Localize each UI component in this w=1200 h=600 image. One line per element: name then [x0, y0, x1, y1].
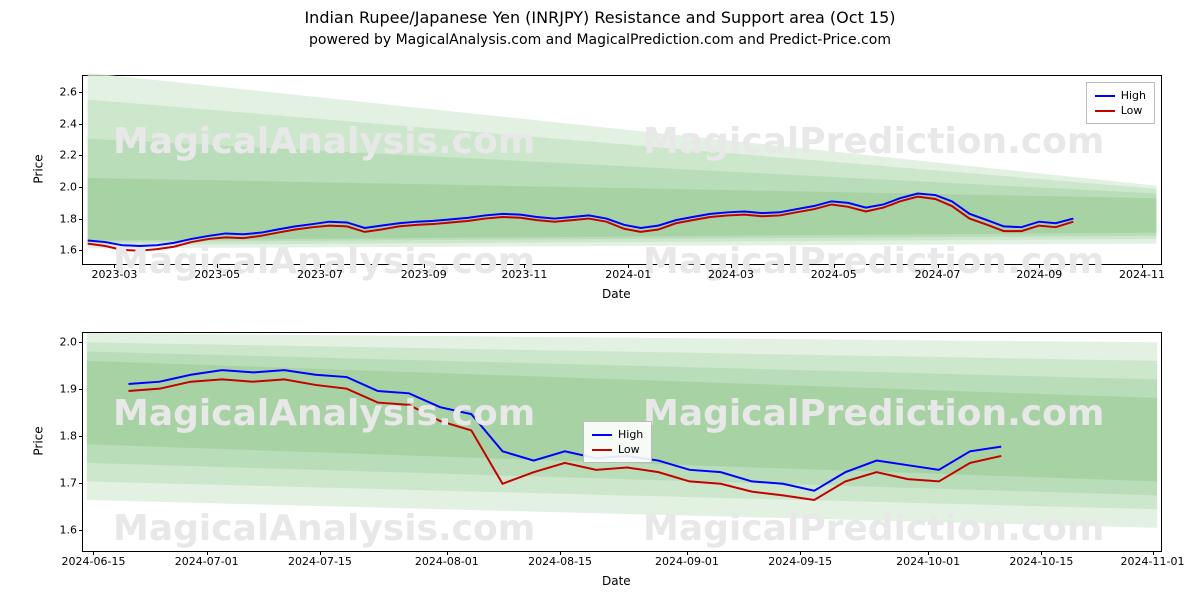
page-root: Indian Rupee/Japanese Yen (INRJPY) Resis…: [0, 0, 1200, 600]
legend-swatch: [1095, 95, 1115, 97]
legend-label: Low: [1121, 104, 1143, 117]
chart-title: Indian Rupee/Japanese Yen (INRJPY) Resis…: [0, 8, 1200, 27]
chart-top-plot: [83, 76, 1161, 264]
x-tick-mark: [938, 264, 939, 268]
x-tick-mark: [800, 551, 801, 555]
y-tick-mark: [79, 124, 83, 125]
legend-swatch: [1095, 110, 1115, 112]
legend-bottom: High Low: [583, 421, 652, 463]
x-tick-mark: [687, 551, 688, 555]
y-axis-label-bottom: Price: [32, 426, 46, 455]
y-tick-mark: [79, 155, 83, 156]
x-tick-mark: [524, 264, 525, 268]
x-tick-mark: [320, 264, 321, 268]
legend-top: High Low: [1086, 82, 1155, 124]
chart-top: HighLow MagicalAnalysis.comMagicalPredic…: [82, 75, 1162, 265]
legend-label: High: [618, 428, 643, 441]
x-tick-mark: [731, 264, 732, 268]
y-tick-mark: [79, 92, 83, 93]
chart-bottom: HighLow MagicalAnalysis.comMagicalPredic…: [82, 332, 1162, 552]
x-tick-mark: [93, 551, 94, 555]
y-tick-mark: [79, 436, 83, 437]
legend-label: High: [1121, 89, 1146, 102]
x-tick-mark: [928, 551, 929, 555]
chart-subtitle: powered by MagicalAnalysis.com and Magic…: [0, 32, 1200, 48]
x-tick-mark: [834, 264, 835, 268]
y-tick-mark: [79, 219, 83, 220]
legend-swatch: [592, 434, 612, 436]
x-tick-mark: [560, 551, 561, 555]
x-axis-label-top: Date: [602, 287, 631, 301]
x-tick-mark: [1153, 551, 1154, 555]
x-tick-mark: [217, 264, 218, 268]
x-tick-mark: [1039, 264, 1040, 268]
y-axis-label-top: Price: [32, 154, 46, 183]
y-tick-mark: [79, 342, 83, 343]
y-tick-mark: [79, 389, 83, 390]
legend-label: Low: [618, 443, 640, 456]
x-tick-mark: [320, 551, 321, 555]
x-tick-mark: [114, 264, 115, 268]
legend-row: Low: [1095, 104, 1146, 117]
legend-swatch: [592, 449, 612, 451]
legend-row: Low: [592, 443, 643, 456]
legend-row: High: [592, 428, 643, 441]
x-tick-mark: [207, 551, 208, 555]
x-tick-mark: [424, 264, 425, 268]
x-tick-mark: [1142, 264, 1143, 268]
y-tick-mark: [79, 250, 83, 251]
y-tick-mark: [79, 483, 83, 484]
x-tick-mark: [447, 551, 448, 555]
x-tick-mark: [628, 264, 629, 268]
y-tick-mark: [79, 530, 83, 531]
x-axis-label-bottom: Date: [602, 574, 631, 588]
y-tick-mark: [79, 187, 83, 188]
x-tick-mark: [1041, 551, 1042, 555]
legend-row: High: [1095, 89, 1146, 102]
